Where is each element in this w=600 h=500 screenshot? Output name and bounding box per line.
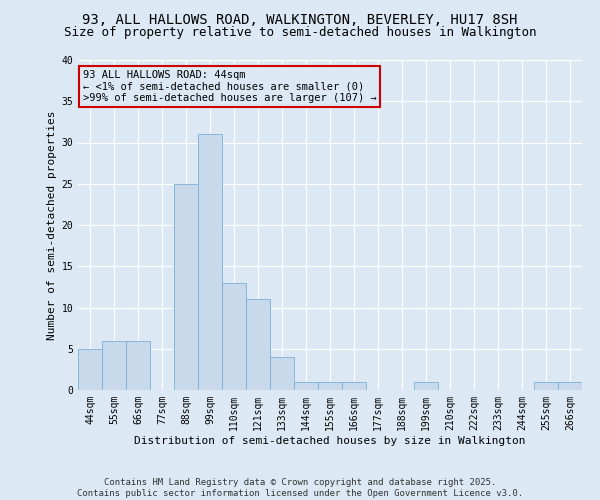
Text: 93, ALL HALLOWS ROAD, WALKINGTON, BEVERLEY, HU17 8SH: 93, ALL HALLOWS ROAD, WALKINGTON, BEVERL… (82, 12, 518, 26)
Y-axis label: Number of semi-detached properties: Number of semi-detached properties (47, 110, 57, 340)
Bar (174, 184, 198, 390)
Bar (342, 382, 366, 390)
Text: Size of property relative to semi-detached houses in Walkington: Size of property relative to semi-detach… (64, 26, 536, 39)
Bar (558, 382, 582, 390)
Bar (126, 340, 150, 390)
Bar (294, 382, 318, 390)
X-axis label: Distribution of semi-detached houses by size in Walkington: Distribution of semi-detached houses by … (134, 436, 526, 446)
Bar (78, 349, 102, 390)
Bar (318, 382, 342, 390)
Bar (198, 134, 222, 390)
Bar (270, 357, 294, 390)
Bar (246, 299, 270, 390)
Bar (534, 382, 558, 390)
Text: Contains HM Land Registry data © Crown copyright and database right 2025.
Contai: Contains HM Land Registry data © Crown c… (77, 478, 523, 498)
Text: 93 ALL HALLOWS ROAD: 44sqm
← <1% of semi-detached houses are smaller (0)
>99% of: 93 ALL HALLOWS ROAD: 44sqm ← <1% of semi… (83, 70, 377, 103)
Bar (222, 283, 246, 390)
Bar (414, 382, 438, 390)
Bar (102, 340, 126, 390)
